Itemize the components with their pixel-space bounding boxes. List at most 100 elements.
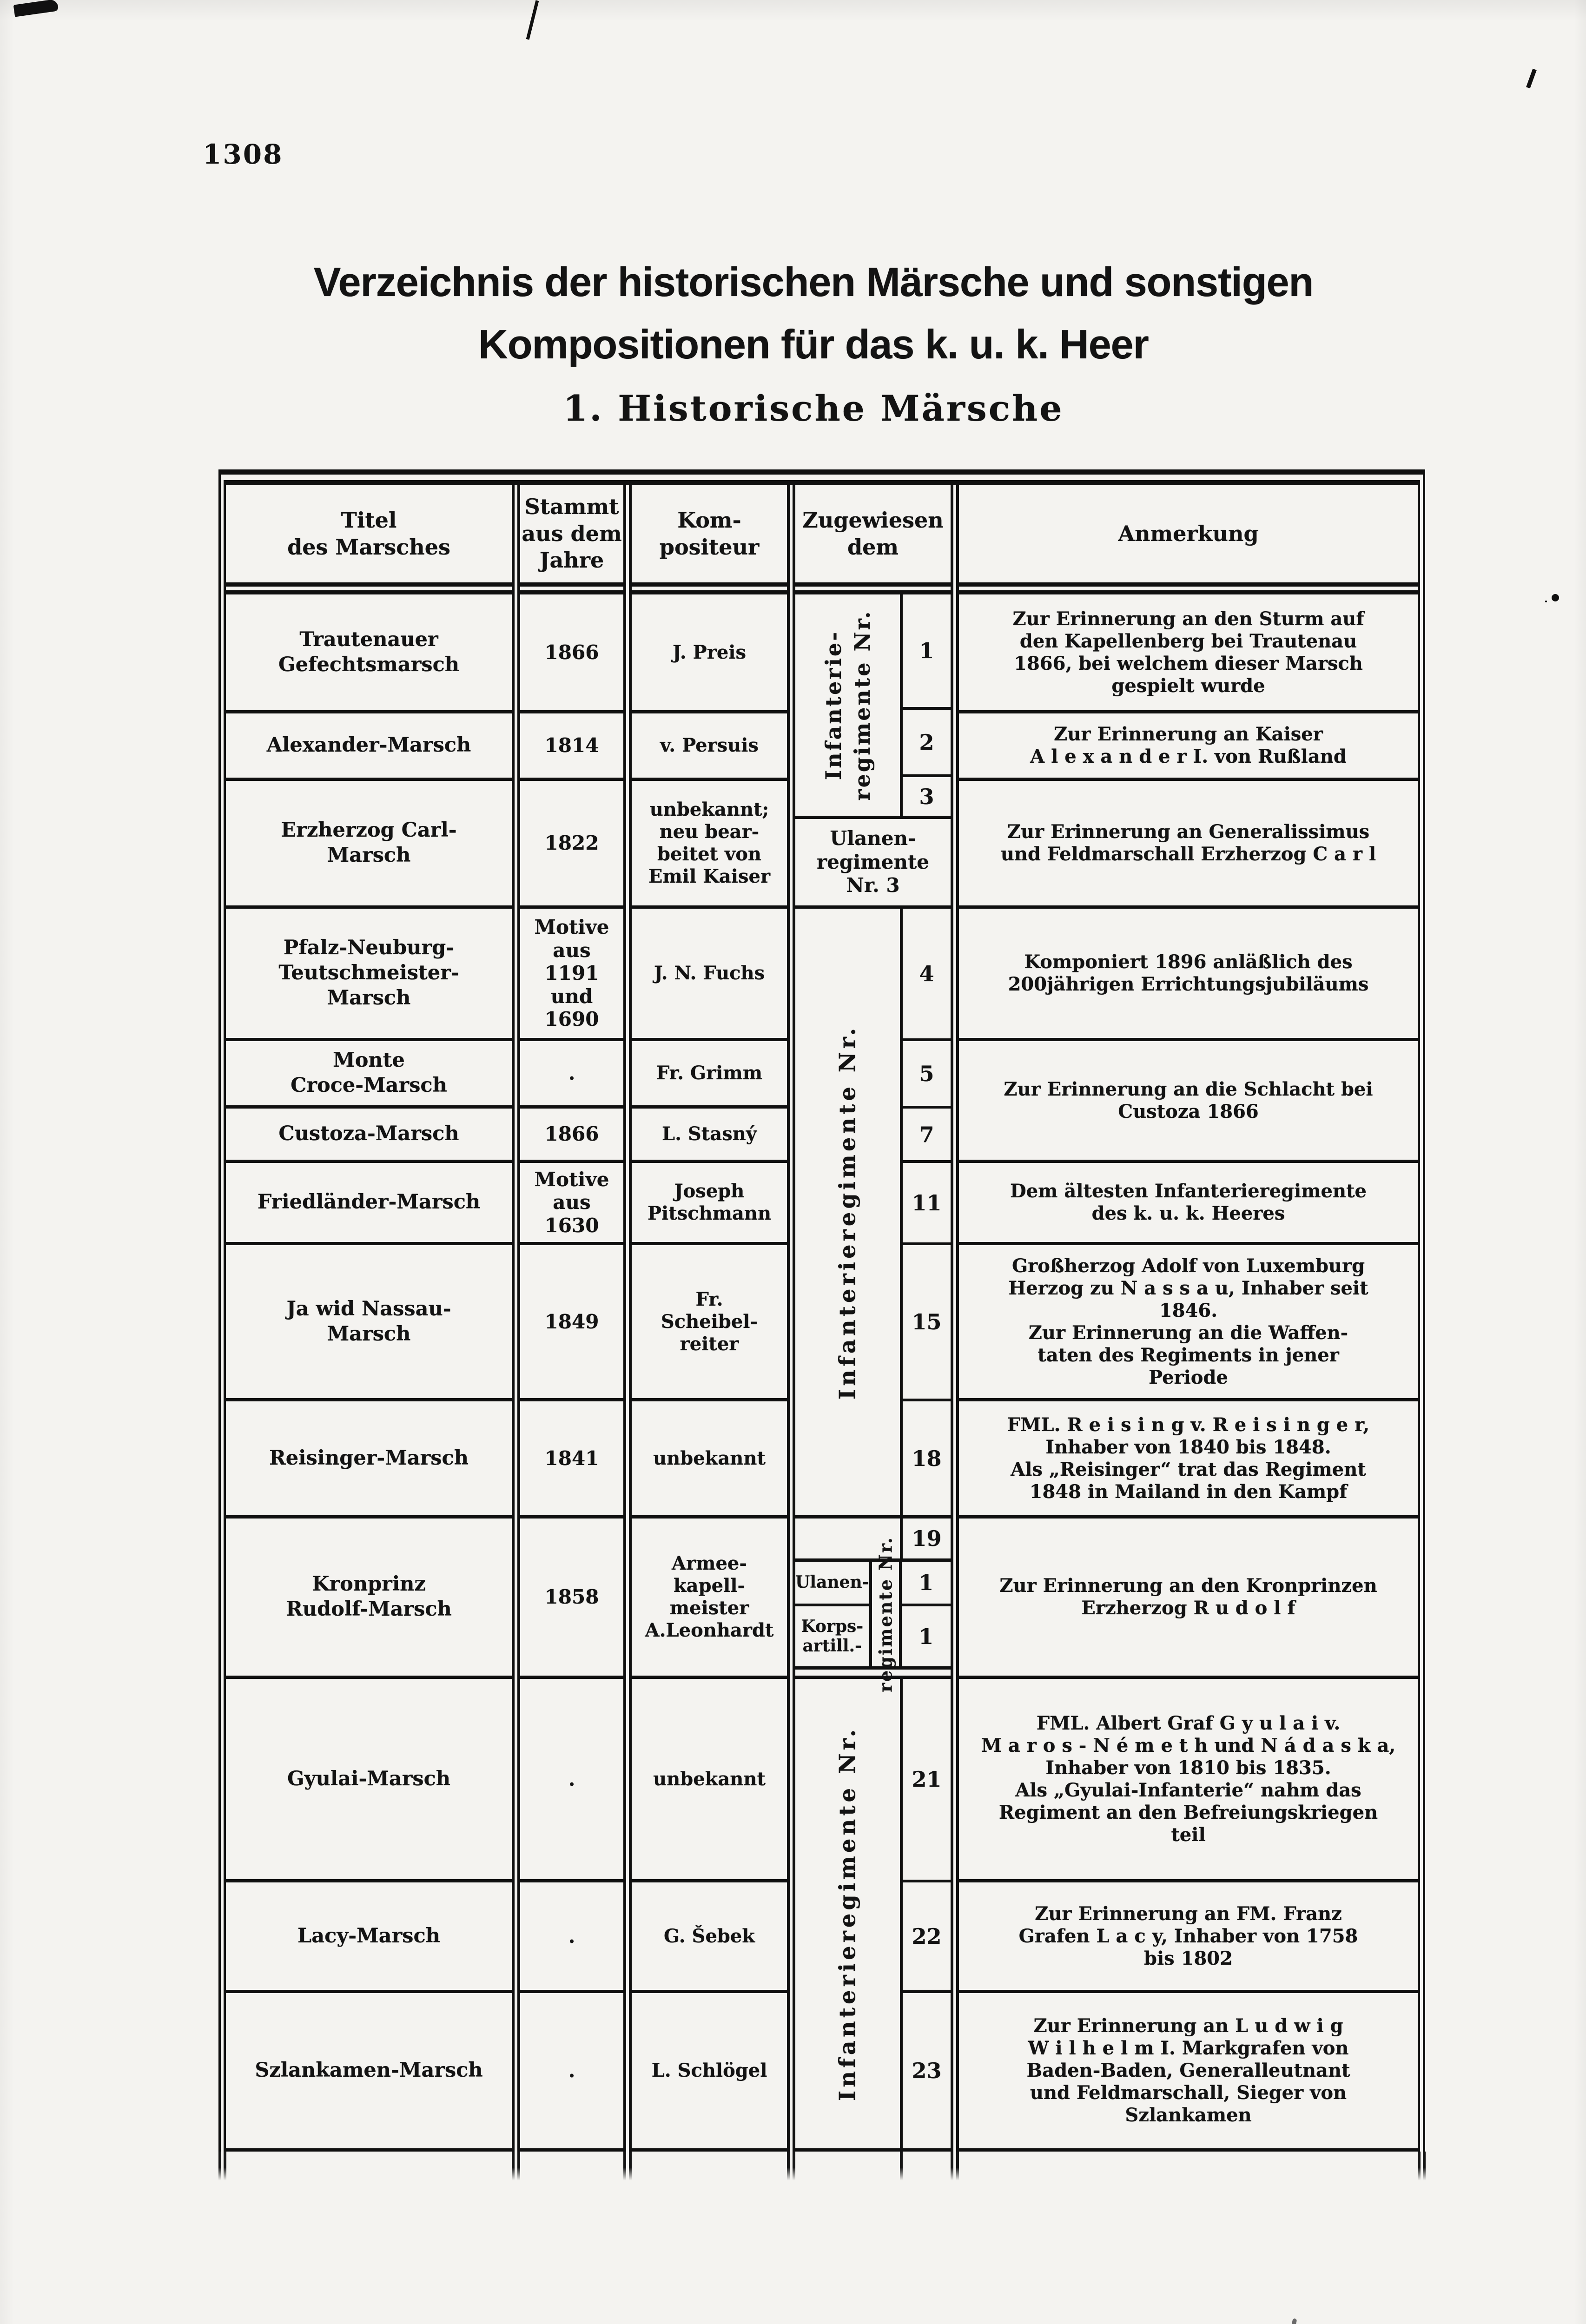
scan-artifact-top-left: [13, 0, 59, 17]
header-composer: Kom- positeur: [632, 485, 787, 594]
march-composer: unbekannt: [632, 1679, 787, 1882]
assigned-groupA-numbers: 1 2 3: [900, 594, 951, 816]
regiment-number: 18: [912, 1446, 942, 1471]
assigned-group-infanterie-4-18: Infanterieregimente Nr. 4 5 7 11 15 18: [795, 909, 951, 1519]
march-note: Zur Erinnerung an Kaiser A l e x a n d e…: [959, 713, 1418, 781]
assigned-group-infanterie-1-3: Infanterie- regimente Nr. 1 2 3 Ulanen- …: [795, 594, 951, 909]
rule-stub: [224, 2152, 226, 2180]
march-composer: G. Šebek: [632, 1882, 787, 1993]
march-composer: Fr. Grimm: [632, 1041, 787, 1109]
regiment-type-label: Infanterieregimente Nr.: [834, 1726, 861, 2101]
regiment-number: 22: [903, 1882, 951, 1993]
march-year: .: [520, 1993, 623, 2152]
column-note: Anmerkung Zur Erinnerung an den Sturm au…: [951, 485, 1418, 2152]
march-year: 1866: [520, 1109, 623, 1163]
ulanen-regiment-label: Ulanen- regimente Nr. 3: [817, 827, 929, 897]
column-assigned: Zugewiesen dem Infanterie- regimente Nr.…: [787, 485, 951, 2152]
march-note: Zur Erinnerung an den Kronprinzen Erzher…: [959, 1519, 1418, 1679]
march-title: Custoza-Marsch: [226, 1109, 512, 1163]
regiment-number: 11: [903, 1163, 951, 1245]
march-note: Zur Erinnerung an den Sturm auf den Kape…: [959, 594, 1418, 713]
march-note: Zur Erinnerung an FM. Franz Grafen L a c…: [959, 1882, 1418, 1993]
header-year: Stammt aus dem Jahre: [520, 485, 623, 594]
page-number: 1308: [203, 139, 284, 170]
march-title: Erzherzog Carl- Marsch: [226, 781, 512, 909]
scan-artifact-bottom: [1289, 2318, 1297, 2324]
regiment-number: 4: [903, 909, 951, 1041]
assigned-groupC-rotated-strip: regimente Nr.: [869, 1536, 902, 1692]
march-composer: L. Stasný: [632, 1109, 787, 1163]
regiment-number: 7: [903, 1109, 951, 1163]
rule-stub: [629, 2152, 632, 2180]
assigned-groupB-numbers: 4 5 7 11 15 18: [900, 909, 951, 1515]
march-title: Lacy-Marsch: [226, 1882, 512, 1993]
assigned-groupA-top: Infanterie- regimente Nr. 1 2 3: [795, 594, 951, 819]
assigned-groupC-numbers: 1 1: [901, 1562, 951, 1666]
march-year: 1841: [520, 1401, 623, 1519]
regiment-type-label: Infanterie- regimente Nr.: [820, 609, 875, 801]
march-note: Zur Erinnerung an L u d w i g W i l h e …: [959, 1993, 1418, 2152]
rule-stub: [218, 2152, 221, 2180]
march-composer: unbekannt: [632, 1401, 787, 1519]
march-year: Motive aus 1630: [520, 1163, 623, 1245]
march-title: Szlankamen-Marsch: [226, 1993, 512, 2152]
march-note: Komponiert 1896 anläßlich des 200jährige…: [959, 909, 1418, 1041]
rule-stub: [623, 2152, 626, 2180]
regiment-number: 19: [900, 1519, 951, 1558]
page-title-line1: Verzeichnis der historischen Märsche und…: [313, 259, 1314, 305]
scan-artifact-top-center: [526, 0, 539, 40]
page-title-line2: Kompositionen für das k. u. k. Heer: [478, 321, 1149, 367]
assigned-group-infanterie-21-23: Infanterieregimente Nr. 21 22 23: [795, 1679, 951, 2152]
march-note: Zur Erinnerung an Generalissimus und Fel…: [959, 781, 1418, 909]
march-title: Reisinger-Marsch: [226, 1401, 512, 1519]
column-year: Stammt aus dem Jahre 1866 1814 1822 Moti…: [512, 485, 623, 2152]
header-note: Anmerkung: [959, 485, 1418, 594]
march-year: 1822: [520, 781, 623, 909]
march-composer: J. N. Fuchs: [632, 909, 787, 1041]
regiment-type-label: Infanterieregimente Nr.: [834, 1024, 861, 1400]
march-year: .: [520, 1041, 623, 1109]
assigned-groupC-top: 19: [795, 1519, 951, 1562]
regiment-number: 1: [901, 1562, 951, 1606]
header-assigned: Zugewiesen dem: [795, 485, 951, 594]
march-title: Gyulai-Marsch: [226, 1679, 512, 1882]
march-note: Großherzog Adolf von Luxemburg Herzog zu…: [959, 1245, 1418, 1401]
march-note: FML. Albert Graf G y u l a i v. M a r o …: [959, 1679, 1418, 1882]
column-title: Titel des Marsches Trautenauer Gefechtsm…: [226, 485, 512, 2152]
column-composer: Kom- positeur J. Preis v. Persuis unbeka…: [623, 485, 787, 2152]
rule-stub: [956, 2152, 959, 2180]
march-note: FML. R e i s i n g v. R e i s i n g e r,…: [959, 1401, 1418, 1519]
march-year: 1858: [520, 1519, 623, 1679]
scan-artifact-right-edge: [1526, 68, 1537, 89]
march-composer: Armee- kapell- meister A.Leonhardt: [632, 1519, 787, 1679]
regiment-number: 1: [919, 1624, 934, 1649]
assigned-group-kronprinz: 19 Ulanen- Korps- artill.- regimente Nr.…: [795, 1519, 951, 1692]
march-year: 1849: [520, 1245, 623, 1401]
rule-stub: [951, 2152, 953, 2180]
march-title: Alexander-Marsch: [226, 713, 512, 781]
regiment-type-label: regimente Nr.: [874, 1536, 896, 1692]
assigned-groupA-rotated-area: Infanterie- regimente Nr.: [795, 594, 900, 816]
march-note: Dem ältesten Infanterieregimente des k. …: [959, 1163, 1418, 1245]
regiment-number: 15: [903, 1245, 951, 1401]
rule-stub: [793, 2152, 795, 2180]
march-composer: L. Schlögel: [632, 1993, 787, 2152]
march-composer: Fr. Scheibel- reiter: [632, 1245, 787, 1401]
table-continuation-stubs: [218, 2152, 1426, 2184]
header-title: Titel des Marsches: [226, 485, 512, 594]
march-composer: unbekannt; neu bear- beitet von Emil Kai…: [632, 781, 787, 909]
march-year: 1866: [520, 594, 623, 713]
rule-stub: [900, 2152, 903, 2180]
march-year: Motive aus 1191 und 1690: [520, 909, 623, 1041]
march-year: .: [520, 1679, 623, 1882]
march-table: Titel des Marsches Trautenauer Gefechtsm…: [218, 469, 1425, 2152]
march-title: Friedländer-Marsch: [226, 1163, 512, 1245]
rule-stub: [1423, 2152, 1426, 2180]
march-title: Monte Croce-Marsch: [226, 1041, 512, 1109]
regiment-number: 1: [903, 594, 951, 710]
scan-artifact-right-dots: [1552, 594, 1559, 601]
assigned-groupD-numbers: 21 22 23: [900, 1679, 951, 2148]
assigned-groupC-spacer: [795, 1670, 951, 1676]
march-composer: v. Persuis: [632, 713, 787, 781]
march-year: 1814: [520, 713, 623, 781]
